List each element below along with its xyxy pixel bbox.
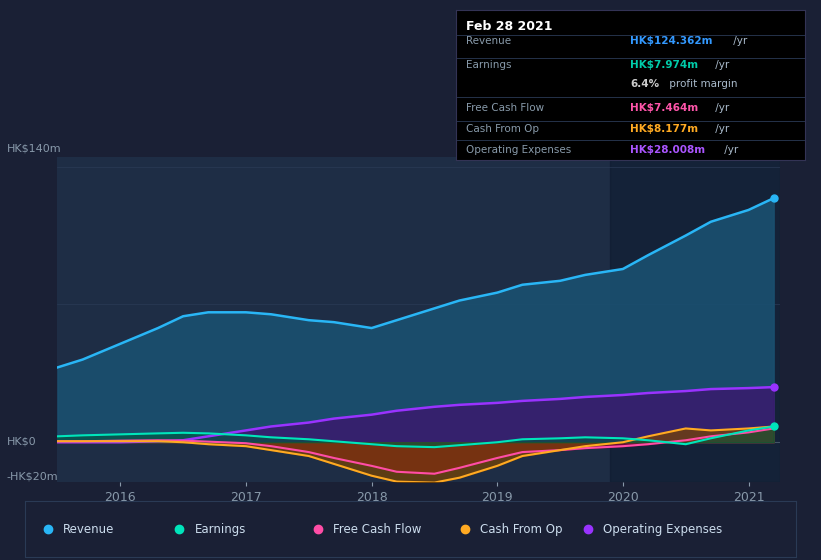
Text: Revenue: Revenue (63, 522, 115, 536)
Text: HK$124.362m: HK$124.362m (631, 35, 713, 45)
Text: HK$7.974m: HK$7.974m (631, 59, 698, 69)
Text: Feb 28 2021: Feb 28 2021 (466, 20, 553, 33)
Bar (610, 157, 780, 482)
Text: HK$7.464m: HK$7.464m (631, 103, 699, 113)
Text: Free Cash Flow: Free Cash Flow (466, 103, 544, 113)
Text: /yr: /yr (712, 59, 729, 69)
Text: Free Cash Flow: Free Cash Flow (333, 522, 422, 536)
Text: Operating Expenses: Operating Expenses (603, 522, 722, 536)
Text: /yr: /yr (721, 145, 738, 155)
Text: -HK$20m: -HK$20m (7, 472, 58, 482)
Text: HK$140m: HK$140m (7, 143, 62, 153)
Text: Earnings: Earnings (466, 59, 511, 69)
Text: Revenue: Revenue (466, 35, 511, 45)
Text: HK$28.008m: HK$28.008m (631, 145, 705, 155)
Text: HK$8.177m: HK$8.177m (631, 124, 698, 134)
Text: Cash From Op: Cash From Op (480, 522, 562, 536)
Text: /yr: /yr (712, 124, 729, 134)
Text: profit margin: profit margin (667, 79, 738, 89)
Text: HK$0: HK$0 (7, 436, 36, 446)
Text: /yr: /yr (712, 103, 729, 113)
Text: Cash From Op: Cash From Op (466, 124, 539, 134)
Text: 6.4%: 6.4% (631, 79, 659, 89)
Text: Operating Expenses: Operating Expenses (466, 145, 571, 155)
Text: Earnings: Earnings (195, 522, 245, 536)
Text: /yr: /yr (730, 35, 747, 45)
